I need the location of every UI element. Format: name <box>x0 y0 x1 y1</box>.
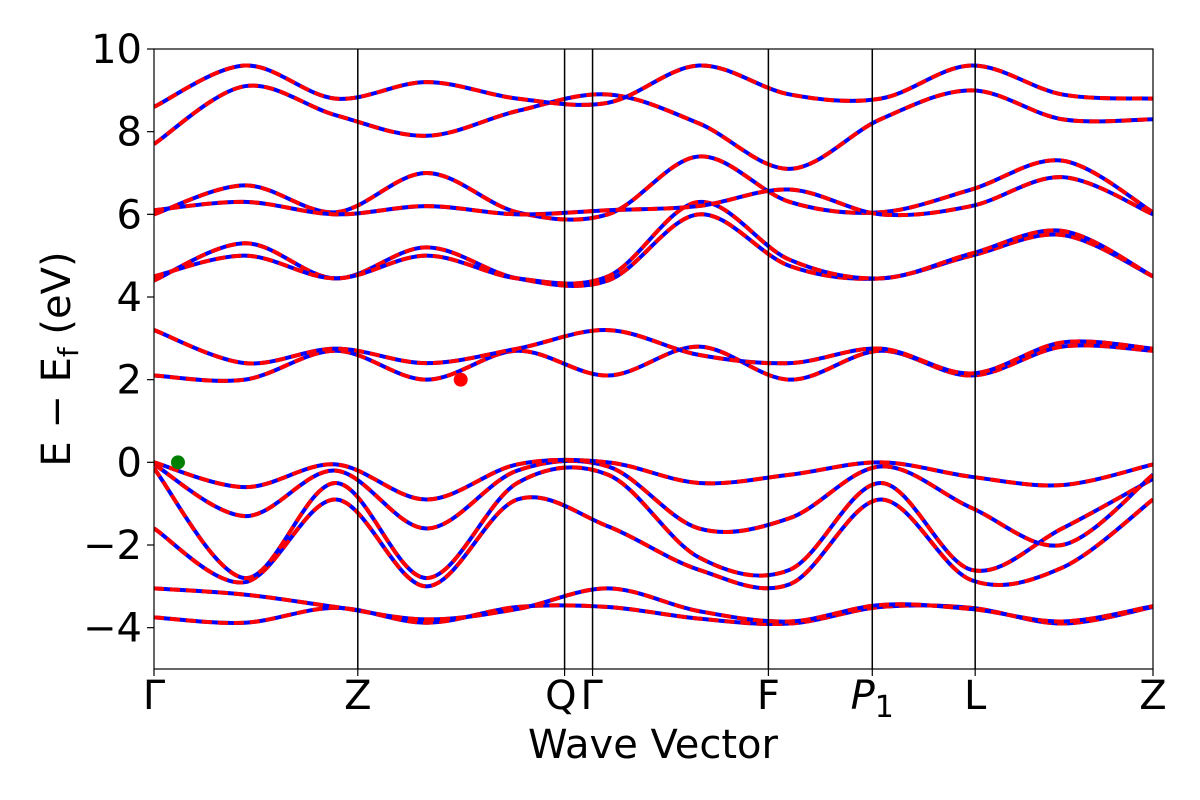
band-line-primary <box>154 457 1153 502</box>
y-tick-label: 2 <box>117 358 142 404</box>
x-tick-label: Γ <box>581 673 604 719</box>
x-tick-label: Γ <box>143 673 166 719</box>
y-tick-label: −4 <box>83 606 142 652</box>
y-tick-label: 8 <box>117 110 142 156</box>
band-line-primary <box>154 465 1153 581</box>
y-axis-ticks: −4 −2 0 2 4 6 8 10 <box>83 27 154 652</box>
band-line-primary <box>154 343 1153 383</box>
band-line-primary <box>154 586 1153 624</box>
plot-frame <box>153 48 1154 670</box>
band-line-secondary <box>154 586 1153 624</box>
band-line-primary <box>154 212 1153 288</box>
band-line-primary <box>154 83 1153 171</box>
band-line-primary <box>154 63 1153 109</box>
band-line-primary <box>154 495 1153 591</box>
vbm-marker <box>170 455 185 470</box>
kpoint-lines <box>357 49 976 669</box>
x-tick-label: Q <box>545 673 576 719</box>
band-line-primary <box>154 199 1153 286</box>
x-axis-ticks: Γ Z Q Γ F P1 L Z <box>143 669 1167 725</box>
band-line-secondary <box>154 457 1153 502</box>
y-tick-label: 4 <box>117 275 142 321</box>
band-line-secondary <box>154 175 1153 218</box>
y-tick-label: 6 <box>117 192 142 238</box>
y-axis-label: E − Ef (eV) <box>34 251 85 466</box>
y-tick-label: 10 <box>91 27 142 73</box>
band-line-secondary <box>154 212 1153 288</box>
x-tick-label: P1 <box>851 673 894 725</box>
x-axis-label: Wave Vector <box>528 722 779 768</box>
y-tick-label: −2 <box>83 523 142 569</box>
extrema-markers <box>170 372 468 470</box>
band-line-primary <box>154 458 1153 548</box>
cbm-marker <box>453 372 468 387</box>
band-line-primary <box>154 328 1153 376</box>
x-tick-label: L <box>964 673 987 719</box>
x-tick-label: F <box>757 673 780 719</box>
y-tick-label: 0 <box>117 440 142 486</box>
x-tick-label: Z <box>1139 673 1166 719</box>
bands-layer <box>154 63 1153 627</box>
x-tick-label: Z <box>344 673 371 719</box>
